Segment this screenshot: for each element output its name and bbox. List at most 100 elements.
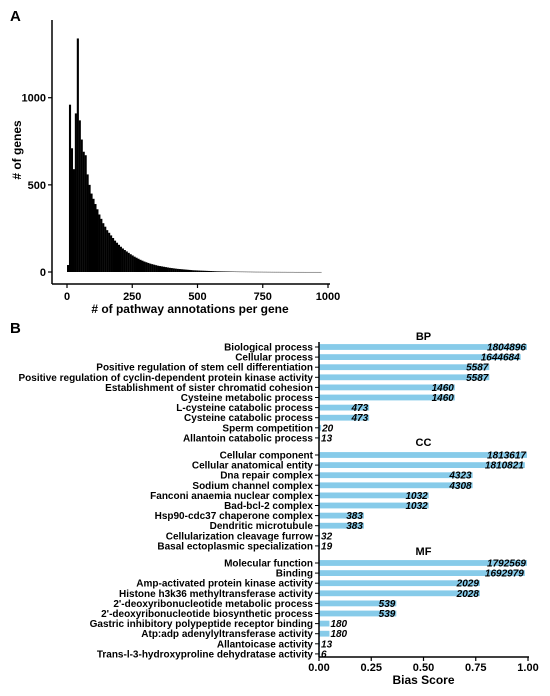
histogram-bin (110, 235, 112, 272)
hist-y-tick-label: 1000 (22, 93, 46, 105)
histogram-bin (157, 266, 159, 272)
hist-x-tick-label: 1000 (316, 291, 340, 303)
histogram-bin (214, 271, 216, 272)
histogram-bin (210, 271, 212, 272)
histogram-bin (75, 113, 77, 272)
histogram-bin (159, 266, 161, 272)
histogram-bin (155, 265, 157, 272)
histogram-bin (169, 268, 171, 272)
histogram-bin (179, 269, 181, 272)
hist-y-tick-label: 0 (40, 267, 46, 279)
bias-bar (319, 374, 489, 380)
value-label: 6 (321, 649, 327, 660)
histogram-bin (220, 271, 222, 272)
value-label: 1692979 (485, 569, 524, 580)
histogram-bin (149, 264, 151, 272)
panel-a-letter: A (10, 8, 21, 25)
histogram-bin (151, 264, 153, 272)
histogram-bin (92, 199, 94, 272)
category-label: Trans-l-3-hydroxyproline dehydratase act… (97, 649, 314, 660)
histogram-bin (212, 271, 214, 272)
histogram-bin (106, 230, 108, 272)
histogram-bin (132, 255, 134, 272)
histogram-bin (96, 209, 98, 272)
bias-x-axis-title: Bias Score (392, 673, 454, 687)
histogram-bin (206, 271, 208, 272)
value-label: 1460 (432, 393, 455, 404)
bias-x-tick-label: 0.00 (308, 662, 329, 674)
histogram-bin (98, 214, 100, 272)
histogram-bin (198, 271, 200, 272)
histogram-bin (120, 247, 122, 272)
histogram-bin (116, 243, 118, 272)
histogram-bin (118, 245, 120, 272)
bias-x-tick-label: 0.75 (465, 662, 486, 674)
histogram-bin (196, 270, 198, 272)
hist-x-tick-label: 0 (64, 291, 70, 303)
histogram-bin (100, 219, 102, 272)
value-label: 1810821 (485, 461, 524, 472)
value-label: 4308 (448, 481, 472, 492)
histogram-bin (77, 38, 79, 272)
bias-bar (319, 364, 489, 370)
histogram-bin (145, 262, 147, 272)
histogram-bin (147, 263, 149, 272)
bias-bar (319, 621, 329, 627)
bias-x-tick-label: 1.00 (517, 662, 538, 674)
bias-bar (319, 631, 329, 637)
hist-x-axis-title: # of pathway annotations per gene (91, 302, 289, 316)
histogram-bin (200, 271, 202, 272)
value-label: 2028 (456, 589, 480, 600)
histogram-bin (161, 266, 163, 272)
value-label: 473 (350, 413, 368, 424)
histogram-bin (177, 269, 179, 272)
histogram-bin (143, 262, 145, 272)
histogram-bin (202, 271, 204, 272)
group-label-bp: BP (416, 331, 431, 343)
histogram-bin (114, 241, 116, 272)
histogram-bin (94, 204, 96, 272)
group-label-mf: MF (416, 546, 432, 558)
histogram-bin (108, 233, 110, 272)
histogram-bin (192, 270, 194, 272)
histogram-bin (122, 248, 124, 272)
histogram-bin (112, 238, 114, 272)
value-label: 539 (379, 609, 396, 620)
histogram-bin (190, 270, 192, 272)
hist-y-axis-title: # of genes (10, 120, 24, 180)
histogram-bin (224, 271, 226, 272)
histogram-bin (137, 259, 139, 272)
histogram-bin (87, 174, 89, 272)
histogram-bin (134, 257, 136, 272)
histogram-bin (226, 271, 228, 272)
histogram-bin (79, 120, 81, 272)
histogram-bin (182, 269, 184, 272)
histogram-bin (104, 227, 106, 272)
histogram-bin (90, 194, 92, 272)
value-label: 5587 (466, 373, 489, 384)
value-label: 13 (321, 433, 333, 444)
histogram-bin (173, 268, 175, 272)
histogram-bin (136, 258, 138, 272)
histogram-bin (194, 270, 196, 272)
histogram-bin (67, 265, 69, 272)
histogram-bin (124, 250, 126, 272)
group-label-cc: CC (416, 437, 432, 449)
histogram-bin (167, 267, 169, 272)
histogram-bin (81, 140, 83, 272)
histogram-bin (204, 271, 206, 272)
histogram-bin (165, 267, 167, 272)
histogram-bin (71, 148, 73, 272)
histogram-bin (222, 271, 224, 272)
histogram-bin (171, 268, 173, 272)
category-label: Allantoin catabolic process (183, 433, 313, 444)
histogram-bin (69, 105, 71, 272)
histogram-bin (139, 260, 141, 272)
histogram-bin (184, 270, 186, 272)
histogram-bin (163, 267, 165, 272)
histogram-bin (208, 271, 210, 272)
histogram-bin (218, 271, 220, 272)
